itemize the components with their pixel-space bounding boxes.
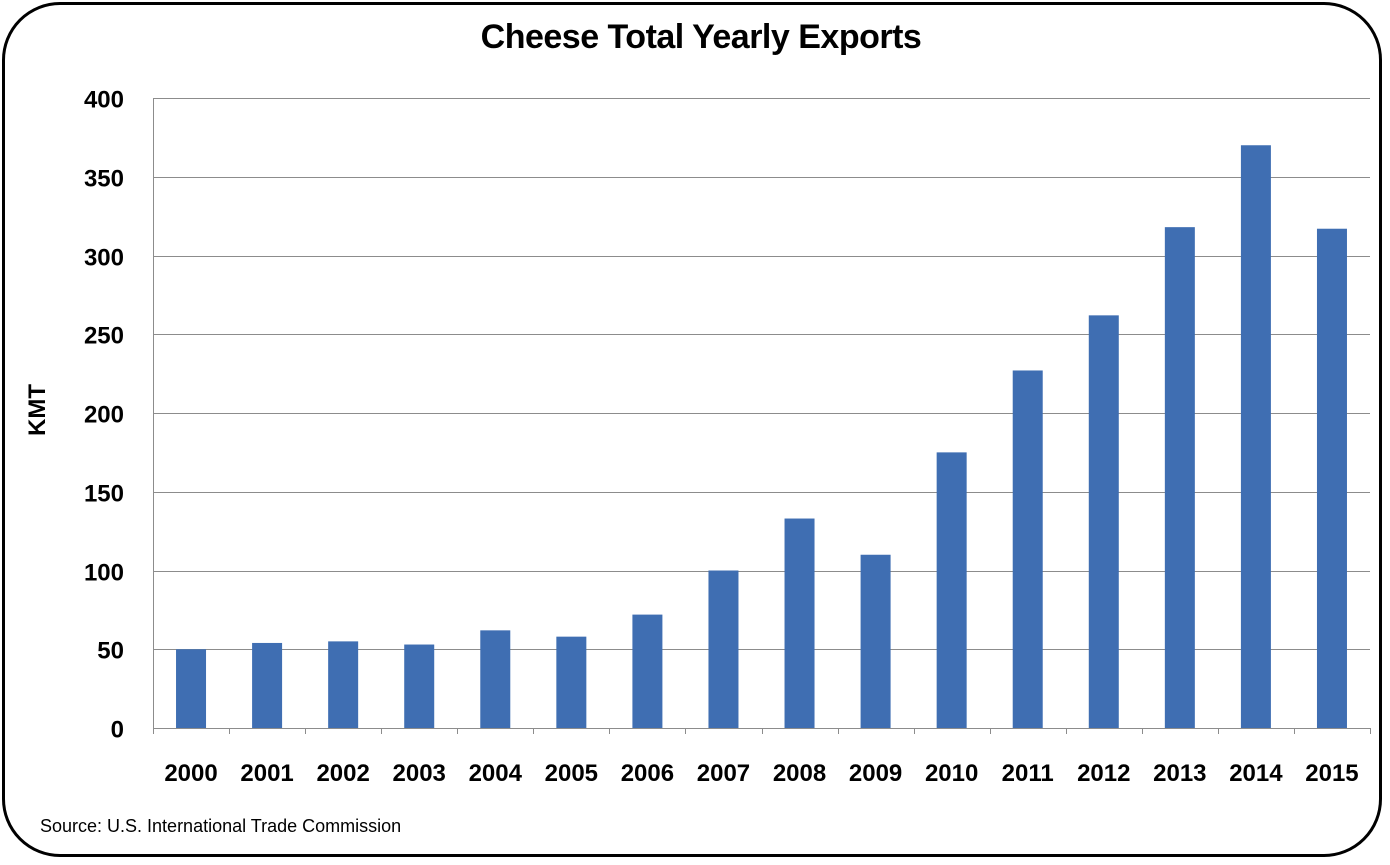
x-tick-label: 2001 (240, 760, 293, 787)
y-tick-label: 400 (84, 87, 124, 114)
chart-title: Cheese Total Yearly Exports (480, 18, 922, 56)
axes (153, 98, 1371, 734)
y-tick-labels: 0 50 100 150 200 250 300 350 400 (84, 87, 124, 744)
x-tick-label: 2000 (164, 760, 217, 787)
x-tick-label: 2014 (1229, 760, 1283, 787)
bar-2000 (176, 649, 207, 728)
y-tick-label: 150 (84, 481, 124, 508)
y-tick-label: 0 (111, 717, 124, 744)
bar-2003 (404, 644, 435, 728)
bar-2009 (860, 554, 891, 728)
x-tick-label: 2007 (697, 760, 750, 787)
bar-2008 (784, 518, 815, 728)
y-tick-label: 350 (84, 166, 124, 193)
x-tick-label: 2013 (1153, 760, 1206, 787)
x-tick-label: 2009 (849, 760, 902, 787)
y-tick-label: 250 (84, 323, 124, 350)
x-tick-label: 2012 (1077, 760, 1130, 787)
bar-2004 (480, 630, 511, 728)
x-tick-label: 2010 (925, 760, 978, 787)
bar-2014 (1240, 145, 1271, 728)
bars (176, 145, 1347, 728)
x-tick-label: 2004 (469, 760, 523, 787)
bar-2012 (1088, 315, 1119, 728)
bar-2005 (556, 636, 587, 728)
x-tick-label: 2005 (545, 760, 598, 787)
bar-2011 (1012, 370, 1043, 728)
y-tick-label: 100 (84, 560, 124, 587)
bar-2001 (252, 642, 283, 728)
bar-2015 (1316, 228, 1347, 728)
y-tick-label: 300 (84, 245, 124, 272)
y-tick-label: 50 (97, 638, 124, 665)
x-tick-label: 2006 (621, 760, 674, 787)
bar-2013 (1164, 227, 1195, 728)
y-tick-label: 200 (84, 402, 124, 429)
bar-2010 (936, 452, 967, 728)
x-tick-label: 2008 (773, 760, 826, 787)
bar-2006 (632, 614, 663, 728)
x-tick-label: 2011 (1002, 760, 1054, 787)
x-tick-labels: 2000 2001 2002 2003 2004 2005 2006 2007 2008 2009… (164, 760, 1358, 787)
bar-2002 (328, 641, 359, 728)
bar-2007 (708, 570, 739, 728)
x-tick-label: 2015 (1305, 760, 1358, 787)
x-tick-label: 2003 (393, 760, 446, 787)
x-tick-label: 2002 (316, 760, 369, 787)
source-note: Source: U.S. International Trade Commiss… (40, 816, 402, 836)
